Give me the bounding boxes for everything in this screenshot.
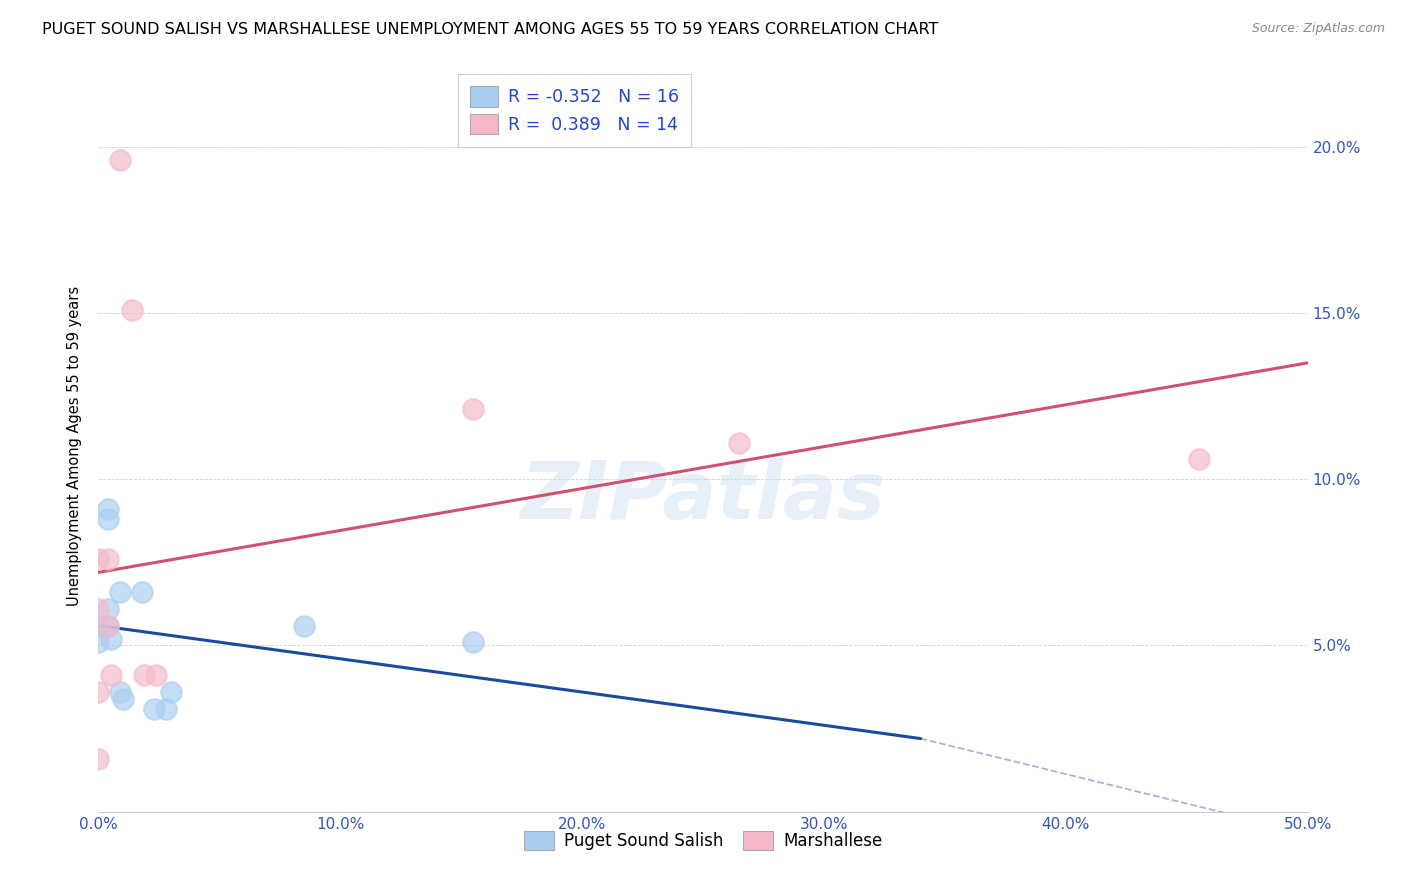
Point [463, 402, 485, 417]
Point [87, 685, 110, 699]
Text: Source: ZipAtlas.com: Source: ZipAtlas.com [1251, 22, 1385, 36]
Point [160, 685, 183, 699]
Legend: Puget Sound Salish, Marshallese: Puget Sound Salish, Marshallese [516, 822, 890, 858]
Point [728, 435, 751, 450]
Text: PUGET SOUND SALISH VS MARSHALLESE UNEMPLOYMENT AMONG AGES 55 TO 59 YEARS CORRELA: PUGET SOUND SALISH VS MARSHALLESE UNEMPL… [42, 22, 939, 37]
Point [463, 635, 485, 649]
Point [97, 618, 120, 632]
Point [87, 618, 110, 632]
Point [108, 685, 131, 699]
Text: ZIPatlas: ZIPatlas [520, 458, 886, 536]
Point [108, 153, 131, 167]
Point [97, 502, 120, 516]
Point [97, 512, 120, 526]
Point [100, 632, 122, 646]
Point [87, 751, 110, 765]
Point [292, 618, 315, 632]
Point [100, 668, 122, 682]
Point [108, 585, 131, 599]
Point [155, 701, 177, 715]
Point [1188, 452, 1211, 467]
Point [121, 302, 143, 317]
Point [87, 552, 110, 566]
Point [134, 668, 156, 682]
Point [145, 668, 167, 682]
Point [97, 618, 120, 632]
Point [97, 602, 120, 616]
Point [97, 552, 120, 566]
Point [131, 585, 153, 599]
Y-axis label: Unemployment Among Ages 55 to 59 years: Unemployment Among Ages 55 to 59 years [67, 286, 83, 606]
Point [143, 701, 166, 715]
Point [87, 602, 110, 616]
Point [87, 635, 110, 649]
Point [111, 691, 134, 706]
